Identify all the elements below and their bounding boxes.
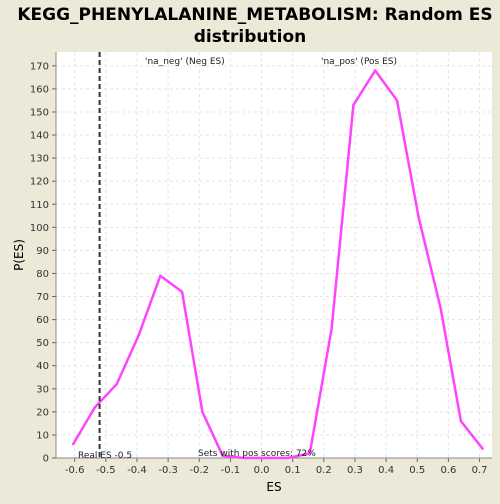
es-data-point <box>481 447 484 450</box>
es-data-point <box>417 216 421 220</box>
y-tick-label: 70 <box>36 292 49 303</box>
y-tick-label: 120 <box>30 177 49 188</box>
es-data-point <box>93 406 97 409</box>
y-axis-label: P(ES) <box>12 239 26 271</box>
chart-title-line-1: KEGG_PHENYLALANINE_METABOLISM: Random ES <box>17 5 492 25</box>
pos-es-label: 'na_pos' (Pos ES) <box>321 57 397 67</box>
es-data-point <box>71 442 75 446</box>
x-tick-label: -0.4 <box>127 465 147 476</box>
es-data-point <box>352 103 355 107</box>
y-tick-label: 0 <box>43 454 49 465</box>
chart-title-line-2: distribution <box>194 27 306 47</box>
y-tick-label: 80 <box>36 269 49 280</box>
y-tick-label: 10 <box>36 430 49 441</box>
es-data-point <box>439 306 442 310</box>
x-tick-label: 0.6 <box>440 465 456 476</box>
es-data-point <box>180 290 184 294</box>
es-data-point <box>159 274 162 277</box>
neg-es-label: 'na_neg' (Neg ES) <box>145 57 225 67</box>
x-tick-label: 0.3 <box>347 465 363 476</box>
es-data-point <box>286 456 290 460</box>
x-tick-label: -0.1 <box>221 465 241 476</box>
x-tick-label: 0.7 <box>472 465 488 476</box>
x-tick-label: 0.0 <box>254 465 270 476</box>
y-tick-label: 110 <box>30 200 49 211</box>
x-tick-label: -0.3 <box>158 465 178 476</box>
es-data-point <box>137 334 140 337</box>
x-tick-label: 0.2 <box>316 465 332 476</box>
x-tick-label: -0.6 <box>65 465 85 476</box>
grid-lines <box>56 52 492 459</box>
y-tick-label: 150 <box>30 107 49 118</box>
y-tick-label: 170 <box>30 61 49 72</box>
y-tick-label: 160 <box>30 84 49 95</box>
x-tick-label: -0.5 <box>96 465 116 476</box>
es-data-point <box>308 452 312 455</box>
x-axis-label: ES <box>266 480 281 494</box>
es-data-point <box>221 454 224 457</box>
pos-scores-label: Sets with pos scores: 72% <box>198 449 316 459</box>
es-data-point <box>115 382 118 386</box>
x-tick-labels: -0.6 -0.5 -0.4 -0.3 -0.2 -0.1 0.0 0.1 0.2 0.3 0.4 0… <box>65 465 488 476</box>
y-tick-label: 90 <box>36 246 49 257</box>
y-tick-label: 30 <box>36 384 49 395</box>
es-data-point <box>201 410 204 414</box>
es-data-point <box>395 99 399 102</box>
y-tick-label: 140 <box>30 131 49 142</box>
es-data-point <box>265 456 268 460</box>
y-tick-label: 50 <box>36 338 49 349</box>
y-tick-label: 60 <box>36 315 49 326</box>
y-tick-label: 40 <box>36 361 49 372</box>
x-tick-label: 0.1 <box>285 465 301 476</box>
x-tick-label: -0.2 <box>189 465 209 476</box>
series-layer <box>72 69 484 460</box>
x-tick-label: 0.5 <box>409 465 425 476</box>
y-tick-label: 20 <box>36 407 49 418</box>
real-es-label: Real ES -0.5 <box>78 451 132 461</box>
es-data-point <box>330 327 333 331</box>
es-data-point <box>374 69 377 72</box>
y-tick-labels: 0 10 20 30 40 50 60 70 80 90 100 110 120 130 140 150 160… <box>30 61 49 464</box>
y-tick-label: 130 <box>30 154 49 165</box>
data-points <box>71 69 484 460</box>
y-tick-label: 100 <box>30 223 49 234</box>
plot-area <box>56 52 492 458</box>
es-distribution-line <box>72 69 484 460</box>
es-data-point <box>459 419 463 423</box>
es-data-point <box>243 456 246 460</box>
x-tick-label: 0.4 <box>378 465 394 476</box>
